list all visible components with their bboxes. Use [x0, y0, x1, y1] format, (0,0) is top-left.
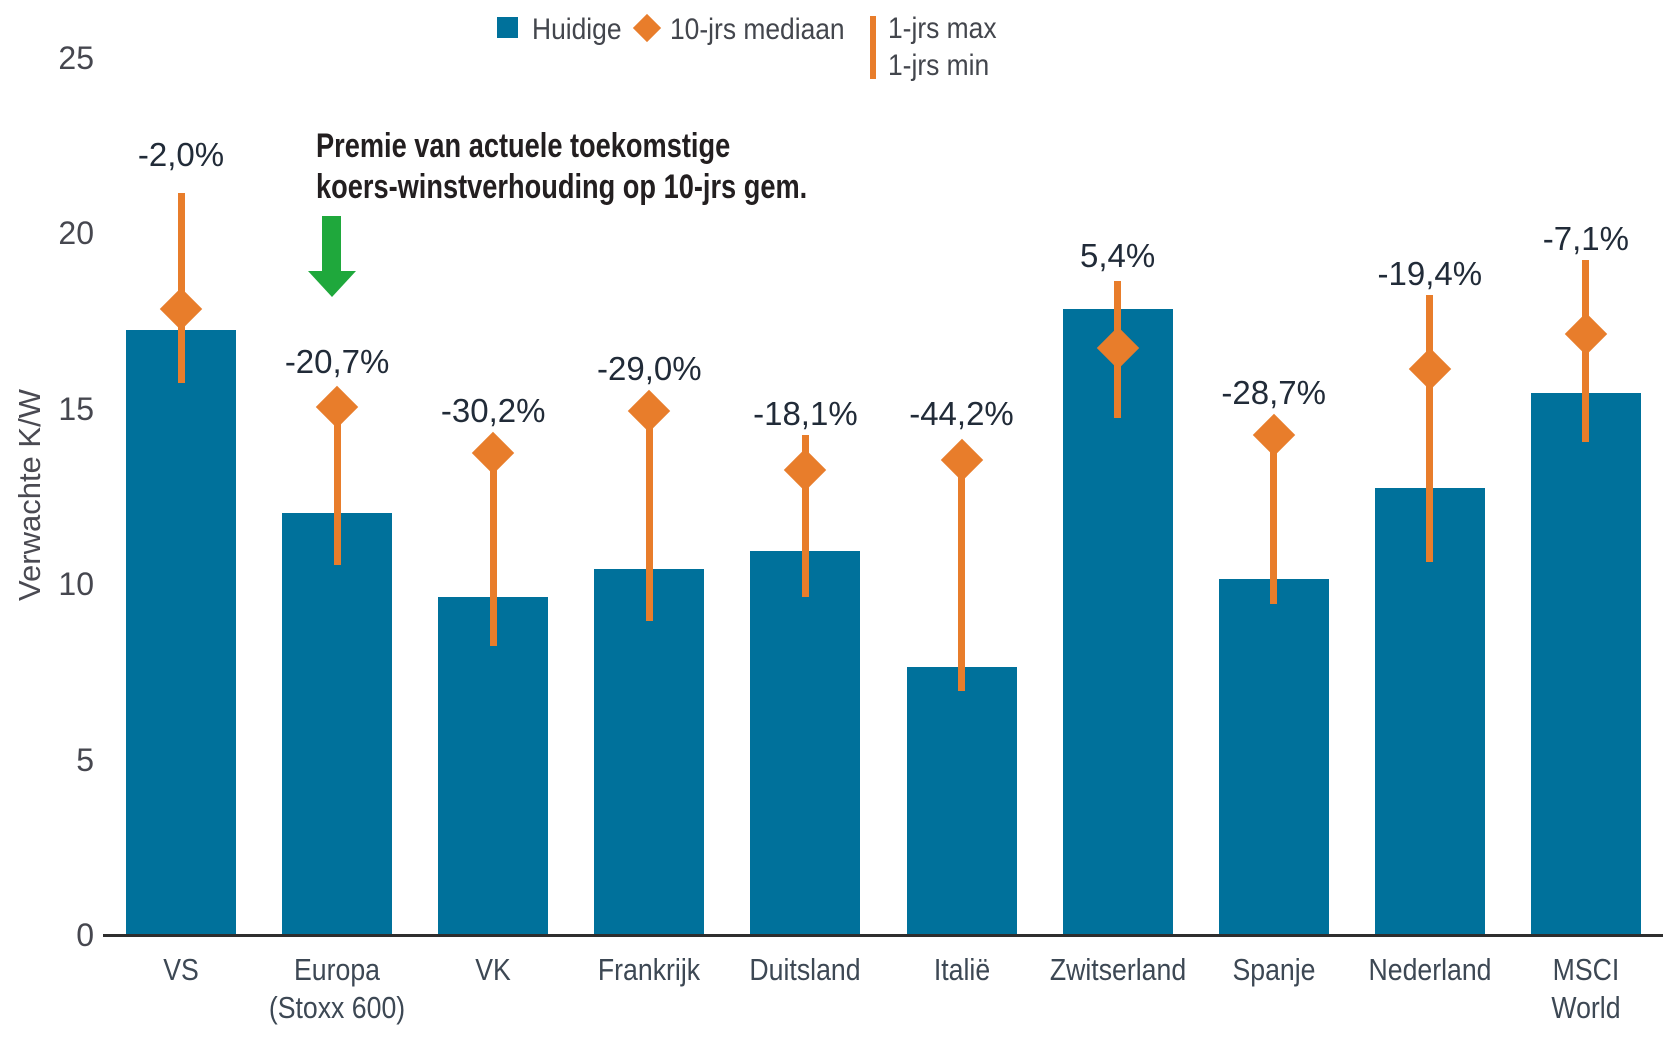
error-line — [333, 407, 341, 566]
category-label: Italië — [833, 951, 1091, 989]
median-diamond — [159, 287, 203, 331]
median-diamond — [940, 438, 983, 482]
category-label: Spanje — [1145, 951, 1403, 989]
category-label-line: VS — [163, 952, 199, 987]
annotation-line-2: koers-winstverhouding op 10-jrs gem. — [316, 168, 808, 206]
point-label: -29,0% — [597, 349, 702, 387]
category-label: Nederland — [1301, 951, 1559, 989]
error-line — [958, 459, 965, 692]
category-label-line: Nederland — [1368, 952, 1492, 987]
legend-max-label: 1-jrs max — [888, 12, 997, 45]
category-label-line: Zwitserland — [1049, 952, 1186, 987]
category-label-line: Europa — [294, 952, 381, 987]
category-label-line: (Stoxx 600) — [268, 990, 406, 1025]
category-label-line: Italië — [933, 952, 990, 987]
green-down-arrow-icon — [322, 216, 341, 273]
bar — [750, 551, 861, 937]
point-label: 5,4% — [1079, 237, 1156, 275]
error-line — [645, 410, 653, 622]
category-label-line: World — [1551, 990, 1621, 1025]
legend-mediaan-label: 10-jrs mediaan — [670, 13, 845, 46]
bar — [282, 512, 393, 937]
category-label-line: MSCI — [1552, 952, 1620, 987]
legend-huidige-swatch-icon — [497, 17, 518, 38]
point-label: -2,0% — [137, 135, 225, 173]
legend: Huidige 10-jrs mediaan 1-jrs max 1-jrs m… — [0, 0, 1667, 90]
category-label-line: Duitsland — [749, 952, 861, 987]
annotation-text: Premie van actuele toekomstige koers-win… — [316, 126, 807, 208]
error-line — [489, 442, 497, 646]
point-label: -18,1% — [753, 395, 858, 433]
median-diamond — [1408, 347, 1452, 390]
annotation-line-1: Premie van actuele toekomstige — [316, 127, 731, 165]
bar — [594, 568, 705, 937]
median-diamond — [628, 389, 671, 433]
category-label-line: Frankrijk — [598, 952, 701, 987]
point-label: -30,2% — [440, 391, 546, 429]
y-tick-label: 5 — [76, 741, 94, 778]
point-label: -7,1% — [1542, 219, 1629, 257]
error-line — [1426, 295, 1434, 562]
green-down-arrow-head-icon — [308, 271, 356, 297]
median-diamond — [315, 386, 359, 429]
bar — [126, 330, 236, 937]
point-label: -20,7% — [284, 342, 390, 380]
point-label: -44,2% — [909, 395, 1014, 433]
bar — [438, 596, 549, 937]
category-label: VS — [52, 951, 310, 989]
median-diamond — [1252, 414, 1295, 457]
bar — [1374, 487, 1485, 937]
median-diamond — [1564, 312, 1608, 355]
error-line — [1270, 435, 1278, 604]
category-label: VK — [364, 951, 622, 989]
legend-minmax-line-icon — [870, 16, 876, 79]
point-label: -28,7% — [1221, 374, 1326, 412]
y-tick-label: 0 — [76, 917, 94, 953]
category-label: Frankrijk — [520, 951, 778, 989]
y-tick-label: 20 — [58, 215, 94, 252]
point-label: -19,4% — [1377, 254, 1483, 292]
legend-min-label: 1-jrs min — [888, 49, 990, 82]
bar — [1218, 579, 1329, 937]
bar — [1530, 393, 1641, 937]
x-axis-line — [103, 934, 1663, 937]
error-line — [801, 435, 809, 597]
category-label: Europa (Stoxx 600) — [208, 951, 466, 1027]
category-label-line: VK — [475, 952, 511, 987]
median-diamond — [784, 449, 827, 492]
category-label-line: Spanje — [1232, 952, 1316, 987]
y-tick-label: 10 — [58, 566, 94, 603]
y-tick-label: 25 — [58, 40, 94, 76]
bar — [906, 666, 1017, 937]
median-diamond — [471, 431, 515, 475]
category-label: Duitsland — [676, 951, 934, 989]
y-tick-label: 15 — [58, 390, 94, 427]
category-label: MSCI World — [1457, 951, 1667, 1027]
legend-huidige-label: Huidige — [532, 13, 622, 46]
category-label: Zwitserland — [989, 951, 1247, 989]
